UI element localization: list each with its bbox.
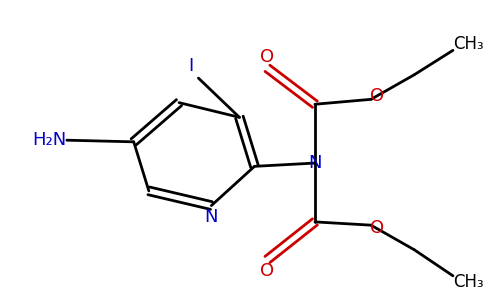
- Text: H₂N: H₂N: [32, 131, 66, 149]
- Text: O: O: [260, 262, 274, 280]
- Text: O: O: [260, 47, 274, 65]
- Text: CH₃: CH₃: [454, 273, 484, 291]
- Text: O: O: [370, 87, 384, 105]
- Text: N: N: [205, 208, 218, 226]
- Text: O: O: [370, 219, 384, 237]
- Text: N: N: [308, 154, 322, 172]
- Text: I: I: [188, 57, 193, 75]
- Text: CH₃: CH₃: [454, 35, 484, 53]
